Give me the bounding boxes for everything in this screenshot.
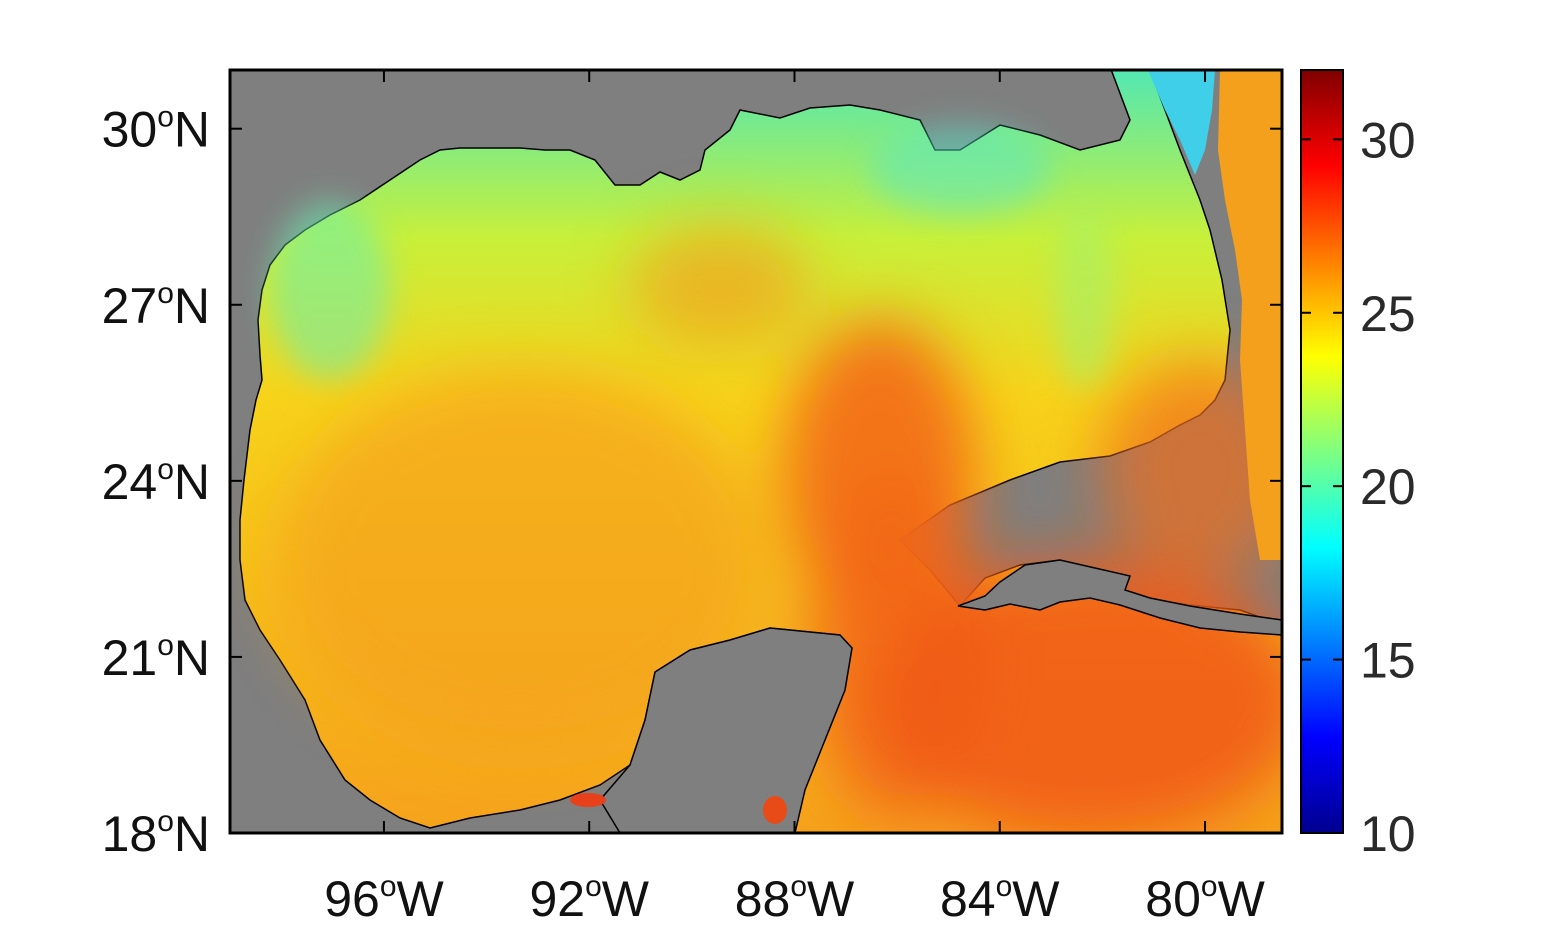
lat-tick-label: 18oN	[102, 805, 210, 862]
lon-tick-label: 84oW	[940, 870, 1060, 927]
campeche-warm-spot	[570, 793, 606, 807]
lat-tick-label: 27oN	[102, 277, 210, 334]
cuba-land	[957, 559, 1282, 636]
colorbar-tick-label: 25	[1360, 286, 1416, 342]
warm-core-shading	[280, 225, 1282, 833]
colorbar-tick-label: 15	[1360, 633, 1416, 689]
lat-tick-label: 21oN	[102, 629, 210, 686]
lon-tick-label: 96oW	[324, 870, 444, 927]
colorbar-ticks: 10 15 20 25 30	[1301, 112, 1416, 862]
lon-tick-label: 92oW	[529, 870, 649, 927]
latitude-ticks: 18oN 21oN 24oN 27oN 30oN	[102, 101, 1282, 862]
cool-shelf-shading	[270, 125, 1115, 390]
map-frame	[228, 68, 1284, 835]
colorbar-tick-label: 20	[1360, 459, 1416, 515]
atlantic-water	[1218, 70, 1282, 560]
lon-tick-label: 88oW	[735, 870, 855, 927]
lon-tick-label: 80oW	[1145, 870, 1265, 927]
colorbar-tick-label: 10	[1360, 806, 1416, 862]
map-plot-area	[230, 70, 1282, 833]
lat-tick-label: 24oN	[102, 453, 210, 510]
colorbar	[1300, 69, 1344, 834]
colorbar-tick-label: 30	[1360, 112, 1416, 168]
yucatan-land	[599, 627, 853, 833]
lat-tick-label: 30oN	[102, 101, 210, 158]
longitude-ticks: 96oW 92oW 88oW 84oW 80oW	[324, 70, 1266, 927]
chetumal-warm-spot	[763, 796, 787, 824]
atlantic-cool-shelf	[1148, 70, 1215, 175]
